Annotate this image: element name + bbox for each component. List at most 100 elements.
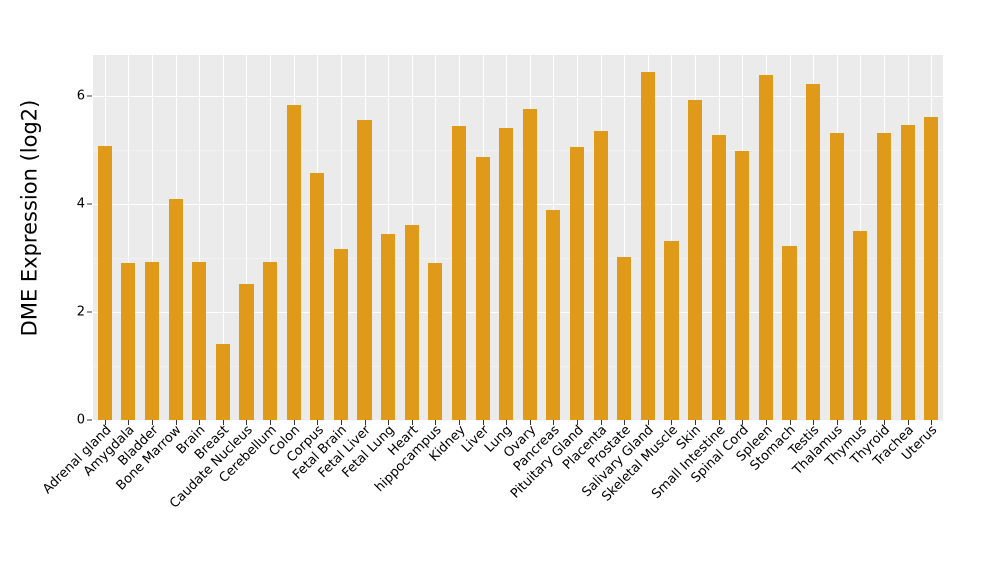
gridline-vertical xyxy=(341,55,342,420)
gridline-vertical xyxy=(624,55,625,420)
bar[interactable] xyxy=(900,124,915,420)
bar[interactable] xyxy=(286,105,301,420)
y-tick-label: 6 xyxy=(76,88,85,104)
x-tick-mark xyxy=(294,420,295,425)
y-tick-mark xyxy=(87,203,92,205)
bar[interactable] xyxy=(806,84,821,420)
x-tick-mark xyxy=(483,420,484,425)
x-tick-mark xyxy=(813,420,814,425)
bar[interactable] xyxy=(664,241,679,420)
x-tick-mark xyxy=(648,420,649,425)
x-tick-mark xyxy=(506,420,507,425)
x-tick-mark xyxy=(577,420,578,425)
x-tick-mark xyxy=(908,420,909,425)
bar[interactable] xyxy=(97,145,112,420)
gridline-horizontal-major xyxy=(93,311,943,313)
bar[interactable] xyxy=(546,210,561,420)
y-axis-ticks: 0 2 4 6 xyxy=(55,0,92,580)
y-tick-mark xyxy=(87,419,92,421)
bar[interactable] xyxy=(121,262,136,420)
x-tick-mark xyxy=(105,420,106,425)
bar[interactable] xyxy=(569,146,585,420)
bar[interactable] xyxy=(522,108,537,420)
y-tick-label: 2 xyxy=(76,304,85,320)
x-tick-mark xyxy=(742,420,743,425)
x-tick-mark xyxy=(199,420,200,425)
bar[interactable] xyxy=(876,132,892,420)
gridline-vertical xyxy=(790,55,791,420)
bar[interactable] xyxy=(333,249,348,420)
x-tick-mark xyxy=(223,420,224,425)
bar[interactable] xyxy=(192,262,207,420)
bar[interactable] xyxy=(239,283,254,420)
x-tick-mark xyxy=(695,420,696,425)
bar[interactable] xyxy=(475,156,490,420)
bar[interactable] xyxy=(924,117,939,420)
gridline-vertical xyxy=(199,55,200,420)
x-tick-mark xyxy=(860,420,861,425)
bar[interactable] xyxy=(357,119,372,420)
bar[interactable] xyxy=(404,225,419,420)
x-tick-mark xyxy=(176,420,177,425)
bar[interactable] xyxy=(711,135,726,420)
x-tick-mark xyxy=(388,420,389,425)
gridline-vertical xyxy=(128,55,129,420)
bar[interactable] xyxy=(168,198,183,420)
gridline-horizontal-major xyxy=(93,95,943,97)
x-tick-mark xyxy=(128,420,129,425)
y-tick-mark xyxy=(87,311,92,313)
bar[interactable] xyxy=(853,231,868,420)
x-tick-mark xyxy=(766,420,767,425)
bar[interactable] xyxy=(735,150,750,420)
x-tick-mark xyxy=(884,420,885,425)
x-tick-mark xyxy=(601,420,602,425)
x-tick-mark xyxy=(246,420,247,425)
bar[interactable] xyxy=(451,125,467,420)
x-tick-mark xyxy=(719,420,720,425)
x-tick-mark xyxy=(435,420,436,425)
bar[interactable] xyxy=(688,100,703,420)
bar[interactable] xyxy=(593,130,608,420)
bar[interactable] xyxy=(144,261,160,420)
y-tick-label: 4 xyxy=(76,196,85,212)
bar[interactable] xyxy=(640,71,655,420)
bar[interactable] xyxy=(829,133,844,420)
bar[interactable] xyxy=(499,128,514,420)
bar[interactable] xyxy=(263,261,278,420)
y-axis-title: DME Expression (log2) xyxy=(0,0,58,435)
x-tick-mark xyxy=(341,420,342,425)
gridline-vertical xyxy=(435,55,436,420)
bar[interactable] xyxy=(428,262,443,420)
gridline-vertical xyxy=(246,55,247,420)
x-axis: Adrenal gland Amygdala Bladder Bone Marrow B… xyxy=(40,420,943,580)
x-tick-mark xyxy=(553,420,554,425)
x-tick-mark xyxy=(152,420,153,425)
bar[interactable] xyxy=(782,246,797,420)
gridline-horizontal-minor xyxy=(93,365,943,367)
x-tick-mark xyxy=(530,420,531,425)
gridline-horizontal-major xyxy=(93,203,943,205)
x-tick-mark xyxy=(624,420,625,425)
gridline-vertical xyxy=(152,55,153,420)
y-axis-title-text: DME Expression (log2) xyxy=(17,99,42,336)
x-tick-mark xyxy=(365,420,366,425)
bar[interactable] xyxy=(758,75,773,420)
bar[interactable] xyxy=(215,344,230,420)
x-tick-mark xyxy=(931,420,932,425)
x-tick-mark xyxy=(671,420,672,425)
bar[interactable] xyxy=(617,256,632,420)
gridline-vertical xyxy=(270,55,271,420)
y-tick-label: 0 xyxy=(76,412,85,428)
bar[interactable] xyxy=(381,234,396,420)
gridline-vertical xyxy=(671,55,672,420)
x-tick-mark xyxy=(412,420,413,425)
x-tick-mark xyxy=(317,420,318,425)
x-tick-mark xyxy=(459,420,460,425)
y-tick-mark xyxy=(87,95,92,97)
gridline-horizontal-minor xyxy=(93,257,943,259)
gridline-vertical xyxy=(223,55,224,420)
x-tick-mark xyxy=(790,420,791,425)
plot-panel xyxy=(93,55,943,420)
bar[interactable] xyxy=(310,173,325,420)
